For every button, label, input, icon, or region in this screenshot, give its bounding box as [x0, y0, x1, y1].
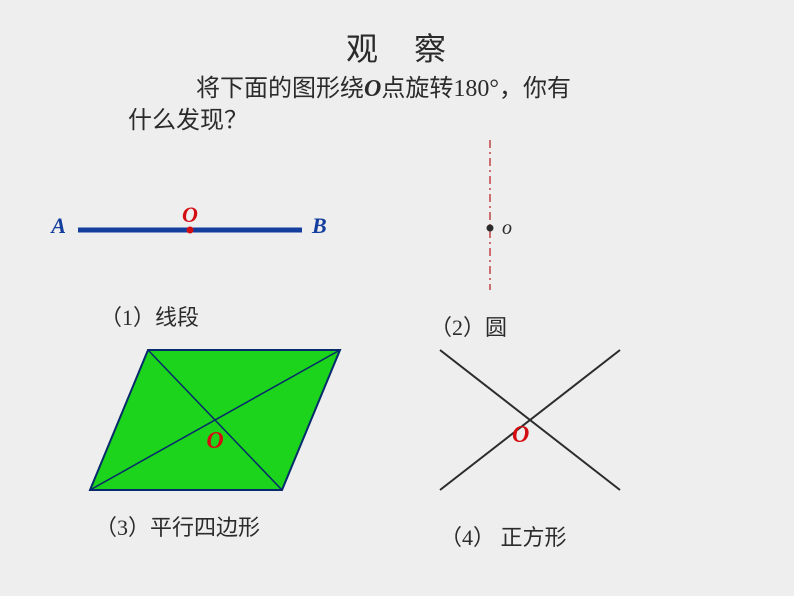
segment-caption: （1）线段: [100, 300, 199, 332]
page-title-text: 观 察: [346, 31, 448, 67]
circle-figure: o: [440, 140, 560, 290]
parallelogram-label-o: O: [206, 428, 223, 454]
subtitle-line1-text: 将下面的图形绕O点旋转180°，你有: [196, 76, 571, 102]
page-title: 观 察: [0, 24, 794, 70]
subtitle-line2: 什么发现？: [128, 100, 248, 135]
circle-center-point: [487, 225, 494, 232]
segment-label-o: O: [182, 202, 198, 227]
subtitle-line2-text: 什么发现？: [128, 108, 248, 134]
cross-caption: （4） 正方形: [440, 520, 567, 552]
circle-caption: （2）圆: [430, 310, 507, 342]
parallelogram-figure: O: [90, 340, 350, 500]
segment-point-o: [187, 227, 194, 234]
circle-label-o: o: [502, 217, 512, 239]
cross-figure: O: [430, 340, 630, 500]
segment-label-b: B: [311, 213, 327, 238]
parallelogram-caption: （3）平行四边形: [95, 510, 260, 542]
subtitle-line1: 将下面的图形绕O点旋转180°，你有: [196, 68, 571, 103]
segment-figure: A B O: [60, 200, 320, 260]
segment-label-a: A: [49, 213, 66, 238]
cross-label-o: O: [512, 422, 529, 448]
